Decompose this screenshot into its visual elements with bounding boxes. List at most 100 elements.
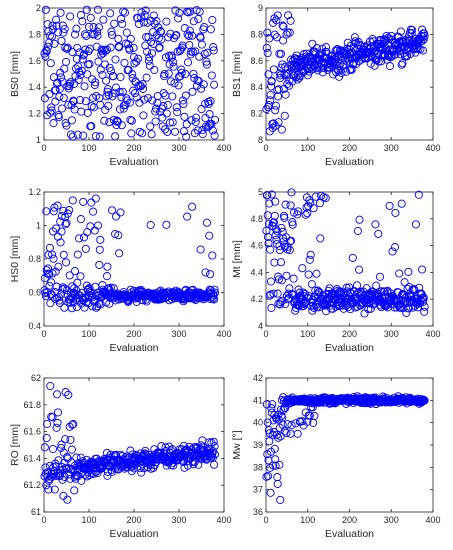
y-tick-label: 8.2 [250,109,263,119]
data-point [170,127,180,136]
data-point [186,7,195,16]
data-point [127,462,136,471]
data-point [143,47,152,56]
data-point [206,25,215,34]
data-point [127,116,136,125]
data-point [284,289,293,298]
data-point [65,79,74,88]
y-tick-label: 1 [36,135,41,145]
data-point [57,440,66,449]
plot-area [43,377,225,513]
data-point [99,15,108,24]
data-point [309,204,318,213]
data-point [120,8,130,17]
data-point [141,6,150,15]
data-point [43,419,52,429]
data-point [269,65,278,74]
data-point [267,404,276,413]
x-tick-label: 300 [171,515,186,525]
data-point [321,193,330,203]
data-point [372,281,381,290]
data-point [271,461,280,470]
data-point [82,455,91,464]
data-point [61,435,70,444]
data-point [332,53,341,62]
data-point [44,485,53,494]
data-point [163,100,172,110]
data-point [177,65,186,74]
data-point [40,94,49,103]
data-point [119,7,128,16]
y-tick-label: 62 [31,373,41,383]
data-point [292,73,301,82]
data-point [52,390,62,399]
data-point [265,34,274,43]
data-point [54,262,63,271]
data-point [80,303,89,312]
data-point [277,276,286,285]
data-point [158,113,167,122]
x-tick-label: 200 [126,143,141,153]
data-point [104,90,113,100]
data-point [420,302,429,311]
data-point [80,82,89,91]
data-point [371,220,380,229]
data-point [188,31,197,40]
data-point [402,308,411,317]
data-point [77,476,86,485]
data-point [103,85,112,94]
data-point [93,31,102,40]
data-point [157,104,166,113]
x-tick-label: 0 [263,143,268,153]
data-point [49,254,58,263]
data-point [144,56,153,65]
data-point [375,272,385,281]
data-point [45,461,54,470]
data-point [113,293,122,302]
y-tick-label: 61.8 [23,400,41,410]
data-point [130,89,139,98]
data-point [128,70,137,79]
data-point [324,289,334,298]
data-point [276,258,286,267]
data-point [312,269,321,278]
x-tick-label: 200 [126,515,141,525]
y-tick-label: 61.2 [23,480,41,490]
data-point [184,31,193,40]
y-tick-label: 0.4 [28,321,41,331]
data-point [196,245,205,254]
x-axis-title: Evaluation [109,156,158,168]
x-tick-label: 0 [41,143,46,153]
data-point [151,117,160,126]
data-point [47,278,56,287]
data-point [301,65,310,74]
data-point [47,106,56,115]
data-point [335,72,344,81]
data-point [271,455,280,464]
data-point [280,213,289,222]
data-point [268,400,277,409]
data-point [169,58,178,67]
data-point [277,223,286,232]
data-point [414,298,423,307]
data-point [282,271,291,280]
data-point [177,68,186,77]
data-point [174,14,183,23]
data-point [72,453,81,462]
data-point [385,62,395,71]
data-point [116,14,126,24]
data-point [210,460,219,469]
data-point [199,445,208,454]
data-point [61,220,70,229]
data-point [286,201,295,210]
data-point [64,390,73,399]
data-point [267,76,276,86]
y-tick-label: 1.8 [28,29,41,39]
data-point [84,47,93,56]
data-point [161,125,170,134]
y-tick-label: 37 [253,485,263,495]
data-point [272,33,281,42]
data-point [169,461,178,470]
data-point [82,31,91,40]
data-point [159,89,168,98]
